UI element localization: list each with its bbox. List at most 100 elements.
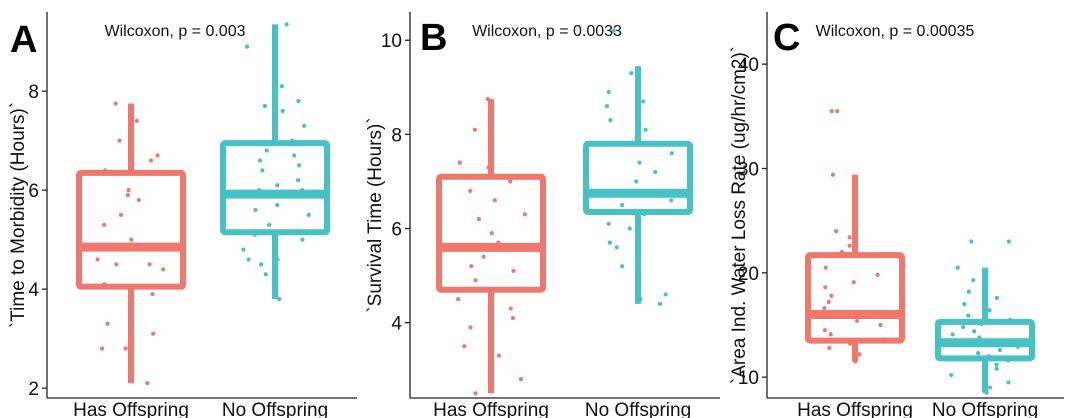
data-point: [621, 193, 626, 198]
data-point: [296, 98, 301, 104]
data-point: [262, 103, 267, 109]
data-point: [102, 282, 107, 287]
data-point: [966, 313, 971, 318]
data-point: [522, 212, 527, 217]
data-point: [150, 291, 155, 297]
data-point: [994, 366, 999, 371]
data-point: [979, 321, 984, 327]
data-point: [456, 297, 461, 302]
data-point: [949, 372, 954, 378]
data-point: [604, 104, 610, 109]
x-tick-label: Has Offspring: [797, 400, 913, 418]
box-iqr: [220, 140, 330, 236]
data-point: [275, 183, 280, 188]
data-point: [829, 109, 834, 114]
data-point: [827, 345, 832, 351]
data-point: [147, 262, 152, 267]
data-point: [966, 289, 971, 294]
data-point: [620, 202, 625, 208]
data-point: [295, 178, 301, 183]
x-tick-label: Has Offspring: [73, 400, 189, 418]
data-point: [252, 232, 257, 237]
data-point: [994, 295, 999, 300]
data-point: [508, 306, 513, 311]
data-point: [637, 160, 642, 165]
data-point: [950, 332, 955, 337]
data-point: [300, 237, 305, 242]
data-point: [643, 127, 648, 132]
data-point: [961, 324, 966, 330]
data-point: [123, 346, 128, 351]
data-point: [257, 158, 263, 163]
data-point: [118, 212, 124, 217]
data-point: [875, 272, 880, 277]
data-point: [969, 239, 974, 244]
data-point: [267, 222, 272, 227]
data-point: [853, 359, 858, 364]
data-point: [823, 285, 828, 290]
y-tick-label: 6: [28, 181, 39, 202]
data-point: [95, 257, 100, 262]
y-tick-label: 10: [381, 31, 402, 52]
data-point: [161, 267, 166, 272]
data-point: [264, 148, 269, 153]
y-axis-label: `Area Ind. Water Loss Rate (ug/hr/cm2)`: [729, 46, 750, 384]
data-point: [253, 207, 258, 213]
data-point: [984, 390, 989, 395]
x-tick-label: Has Offspring: [433, 400, 549, 418]
data-point: [822, 328, 827, 333]
data-point: [997, 347, 1003, 353]
data-point: [279, 84, 284, 89]
data-point: [669, 151, 674, 156]
data-point: [629, 71, 634, 76]
data-point: [642, 212, 647, 217]
data-point: [826, 299, 831, 305]
data-point: [496, 240, 501, 245]
data-point: [113, 101, 118, 106]
panel-a: 2 4 6 8`Time to Morbidity (Hours)` Has Offsp…: [8, 12, 357, 418]
data-point: [125, 193, 130, 198]
data-point: [638, 297, 643, 302]
data-point: [151, 331, 156, 336]
data-point: [468, 188, 473, 193]
data-point: [134, 118, 139, 123]
data-point: [101, 222, 107, 227]
data-point: [105, 321, 110, 326]
data-point: [275, 202, 280, 208]
data-point: [462, 287, 467, 292]
data-point: [136, 197, 141, 203]
data-point: [848, 341, 853, 346]
data-point: [641, 99, 646, 104]
data-point: [510, 315, 516, 321]
wilcoxon-annotation: Wilcoxon, p = 0.00035: [816, 23, 975, 40]
panel-b: 4 6 8 10 `Survival Time (Hours)` Has Offsprin…: [365, 12, 720, 418]
x-tick-label: No Offspring: [585, 400, 691, 418]
data-point: [148, 158, 153, 163]
data-point: [828, 332, 833, 337]
data-point: [99, 346, 105, 351]
y-tick-label: 6: [391, 220, 402, 241]
data-point: [145, 381, 150, 386]
y-tick-label: 20: [738, 264, 759, 285]
data-point: [129, 123, 134, 128]
y-tick-label: 8: [28, 82, 39, 103]
data-point: [606, 89, 611, 95]
data-point: [260, 168, 265, 173]
data-point: [878, 322, 883, 328]
data-point: [473, 391, 478, 396]
data-point: [486, 165, 491, 170]
x-tick-label: No Offspring: [932, 400, 1038, 418]
data-point: [489, 231, 494, 236]
data-point: [607, 240, 612, 245]
data-point: [275, 257, 280, 262]
data-point: [854, 318, 860, 323]
data-point: [303, 193, 309, 198]
data-point: [457, 160, 462, 165]
data-point: [882, 337, 887, 342]
y-tick-label: 2: [28, 379, 39, 400]
data-point: [302, 123, 307, 128]
data-point: [1008, 317, 1013, 322]
data-point: [634, 188, 639, 193]
data-point: [1005, 358, 1011, 363]
